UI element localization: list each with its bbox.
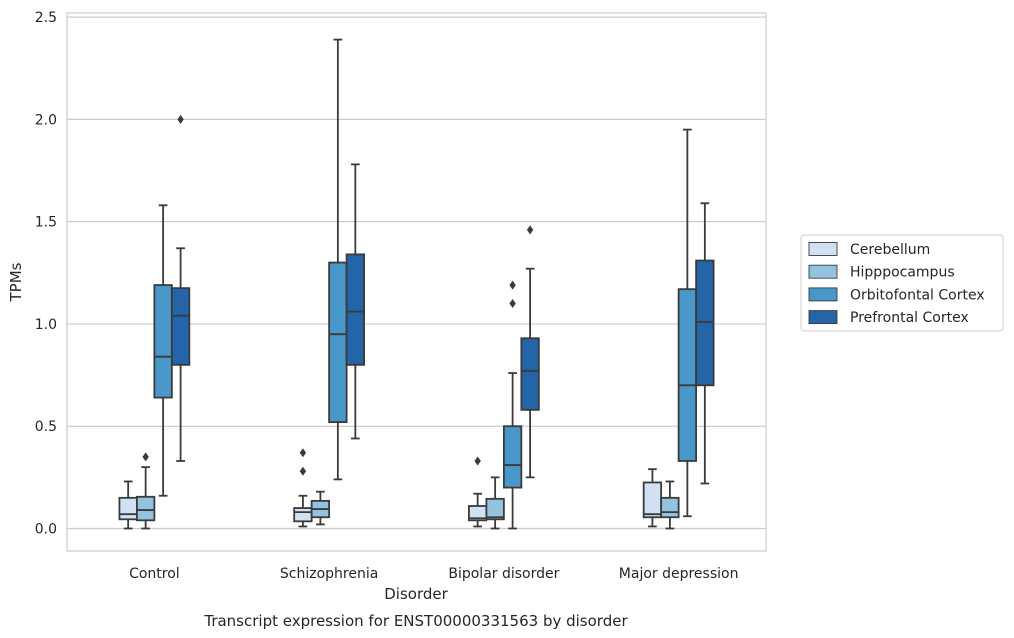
box-iqr	[118, 496, 138, 521]
outlier-point	[177, 114, 184, 124]
legend-label: Prefrontal Cortex	[850, 310, 969, 326]
y-tick-label: 2.0	[35, 112, 57, 128]
outlier-point	[526, 225, 534, 235]
box-hipppocampus-1	[310, 490, 331, 526]
box-iqr	[328, 261, 348, 424]
box-iqr	[695, 259, 715, 387]
chart-caption: Transcript expression for ENST0000033156…	[203, 612, 628, 630]
box-iqr	[170, 287, 191, 366]
outlier-point	[299, 448, 307, 458]
box-hipppocampus-2	[485, 476, 505, 530]
boxes	[118, 38, 715, 530]
box-iqr	[520, 337, 540, 411]
legend-swatch	[808, 264, 838, 279]
box-iqr	[153, 284, 173, 399]
outlier-point	[299, 466, 307, 476]
box-prefrontal-cortex-0	[170, 114, 191, 462]
y-tick-label: 2.5	[35, 10, 57, 26]
y-tick-label: 0.5	[35, 419, 57, 435]
y-tick-label: 0.0	[35, 521, 57, 537]
y-tick-label: 1.5	[35, 215, 57, 231]
outlier-point	[509, 298, 516, 308]
legend-frame	[800, 234, 1004, 332]
outlier-point	[142, 452, 149, 462]
outlier-point	[509, 280, 516, 290]
box-iqr	[642, 481, 663, 519]
x-tick-labels: Control Schizophrenia Bipolar disorder Majo…	[129, 566, 738, 582]
box-cerebellum-2	[468, 456, 488, 528]
box-prefrontal-cortex-2	[520, 225, 540, 479]
legend-label: Orbitofontal Cortex	[850, 287, 985, 303]
box-orbitofontal-cortex-2	[502, 280, 523, 530]
x-axis-label: Disorder	[384, 585, 448, 603]
y-tick-labels: 0.0 0.5 1.0 1.5 2.0 2.5	[35, 10, 57, 537]
box-iqr	[485, 497, 505, 521]
legend-swatch	[808, 287, 838, 302]
outlier-point	[474, 456, 481, 466]
legend-label: Cerebellum	[850, 242, 930, 258]
box-prefrontal-cortex-3	[695, 202, 715, 485]
box-hipppocampus-0	[135, 452, 156, 530]
box-iqr	[345, 253, 365, 366]
box-prefrontal-cortex-1	[345, 163, 365, 440]
x-tick-label: Bipolar disorder	[448, 566, 559, 582]
x-tick-label: Control	[129, 566, 180, 582]
y-axis-label: TPMs	[7, 262, 25, 302]
box-iqr	[135, 495, 156, 522]
box-iqr	[660, 496, 680, 519]
plot-area	[66, 12, 767, 552]
y-tick-label: 1.0	[35, 317, 57, 333]
legend-label: Hipppocampus	[850, 265, 955, 281]
legend: Cerebellum Hipppocampus Orbitofontal Corte…	[800, 234, 1004, 332]
legend-swatch	[808, 242, 838, 256]
x-tick-label: Schizophrenia	[280, 566, 378, 582]
legend-swatch	[808, 310, 838, 325]
box-iqr	[677, 288, 698, 462]
box-hipppocampus-3	[660, 480, 680, 530]
box-iqr	[293, 507, 313, 523]
x-tick-label: Major depression	[619, 566, 739, 582]
box-iqr	[502, 425, 523, 489]
box-cerebellum-0	[118, 480, 138, 530]
